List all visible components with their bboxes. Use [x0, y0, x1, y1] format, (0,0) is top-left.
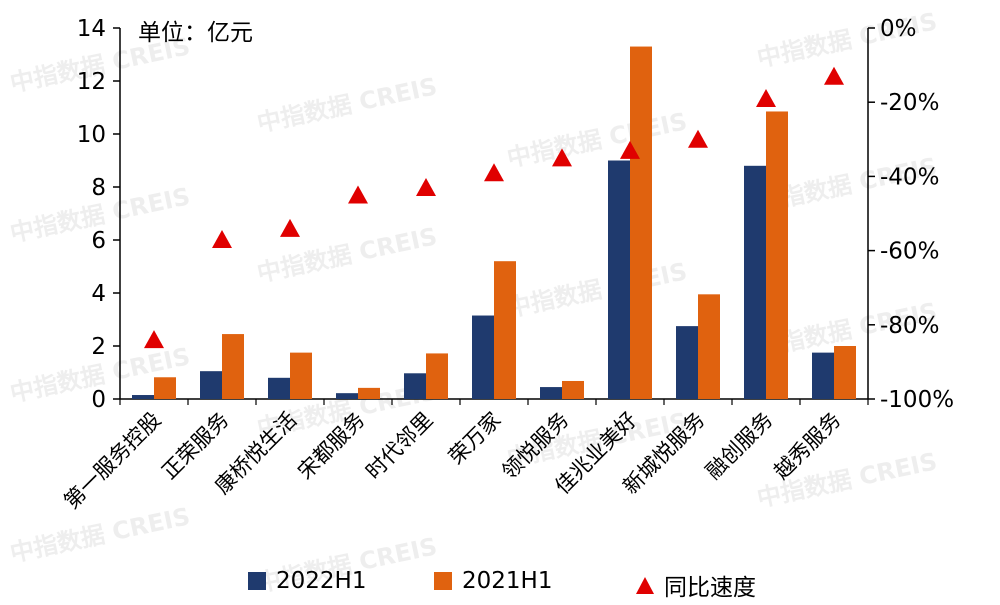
- legend-label-2022: 2022H1: [276, 568, 367, 594]
- bar-2022h1: [812, 352, 834, 399]
- bar-2022h1: [336, 393, 358, 399]
- bar-2021h1: [766, 111, 788, 399]
- category-label: 越秀服务: [769, 408, 845, 484]
- y-tick-label: 2: [91, 334, 106, 360]
- category-label: 时代邻里: [361, 408, 437, 484]
- bar-2022h1: [200, 371, 222, 399]
- bar-2021h1: [222, 334, 244, 399]
- bar-2021h1: [630, 46, 652, 400]
- growth-markers: [144, 66, 844, 349]
- bar-2021h1: [834, 346, 856, 399]
- y2-tick-label: -20%: [880, 90, 939, 116]
- legend-item-2022: 2022H1: [248, 568, 366, 594]
- y2-tick-label: 0%: [880, 16, 917, 42]
- growth-marker: [416, 178, 436, 197]
- growth-marker: [756, 88, 776, 107]
- legend-swatch-2022: [248, 572, 266, 590]
- y2-tick-label: -100%: [880, 387, 954, 413]
- y2-tick-label: -60%: [880, 239, 939, 265]
- bar-2022h1: [268, 377, 290, 399]
- y-tick-label: 10: [77, 122, 106, 148]
- category-label: 宋都服务: [293, 408, 369, 484]
- y2-tick-label: -80%: [880, 313, 939, 339]
- growth-marker: [144, 330, 164, 349]
- legend-triangle-icon: [636, 576, 654, 594]
- bar-2021h1: [358, 387, 380, 399]
- growth-marker: [824, 66, 844, 85]
- growth-marker: [484, 163, 504, 182]
- legend-label-growth: 同比速度: [664, 575, 756, 601]
- growth-marker: [348, 185, 368, 204]
- y-tick-label: 0: [91, 387, 106, 413]
- growth-marker: [212, 229, 232, 248]
- bar-2022h1: [132, 395, 154, 399]
- y-tick-label: 4: [91, 281, 106, 307]
- bar-2021h1: [154, 377, 176, 399]
- y-tick-label: 8: [91, 175, 106, 201]
- axes: 0 2 4 6 8 10 12 14 -100% -80% -60% -40% -20% 0%: [77, 16, 954, 413]
- y-tick-label: 14: [77, 16, 106, 42]
- category-label: 融创服务: [701, 408, 777, 484]
- y-tick-label: 12: [77, 69, 106, 95]
- bar-2021h1: [494, 261, 516, 399]
- legend-item-2021: 2021H1: [434, 568, 552, 594]
- bar-2021h1: [562, 380, 584, 399]
- growth-marker: [620, 140, 640, 159]
- growth-marker: [552, 148, 572, 167]
- y2-tick-label: -40%: [880, 164, 939, 190]
- growth-marker: [280, 218, 300, 237]
- category-label: 荣万家: [444, 408, 506, 470]
- bars: [132, 46, 856, 400]
- bar-2022h1: [676, 326, 698, 399]
- bar-2022h1: [404, 373, 426, 399]
- bar-2021h1: [426, 353, 448, 399]
- bar-2022h1: [472, 315, 494, 399]
- legend-swatch-2021: [434, 572, 452, 590]
- category-label: 第一服务控股: [59, 408, 165, 514]
- growth-marker: [688, 129, 708, 148]
- bar-chart: 0 2 4 6 8 10 12 14 -100% -80% -60% -40% -20% 0% 第一服务控…: [59, 16, 954, 514]
- y-tick-label: 6: [91, 228, 106, 254]
- bar-2022h1: [540, 387, 562, 399]
- bar-2021h1: [698, 294, 720, 399]
- unit-label: 单位：亿元: [138, 20, 253, 46]
- bar-2022h1: [744, 165, 766, 399]
- bar-2022h1: [608, 160, 630, 399]
- legend: 2022H1 2021H1 同比速度: [0, 564, 1000, 604]
- legend-label-2021: 2021H1: [462, 568, 553, 594]
- bar-2021h1: [290, 352, 312, 399]
- legend-item-growth: 同比速度: [636, 568, 756, 602]
